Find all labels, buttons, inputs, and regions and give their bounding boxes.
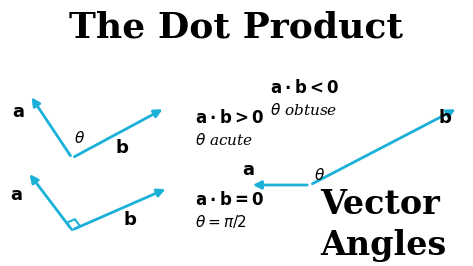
Text: $\theta$: $\theta$	[315, 167, 325, 183]
Text: $\mathbf{a \cdot b > 0}$: $\mathbf{a \cdot b > 0}$	[195, 109, 264, 127]
Text: $\mathbf{b}$: $\mathbf{b}$	[438, 109, 452, 127]
Text: $\theta$ acute: $\theta$ acute	[195, 132, 253, 148]
Text: $\mathbf{a}$: $\mathbf{a}$	[12, 103, 24, 121]
Text: $\mathbf{a \cdot b = 0}$: $\mathbf{a \cdot b = 0}$	[195, 191, 264, 209]
Text: The Dot Product: The Dot Product	[69, 11, 403, 45]
Text: Vector: Vector	[320, 189, 440, 222]
Text: $\mathbf{b}$: $\mathbf{b}$	[115, 139, 129, 157]
Text: $\mathbf{a}$: $\mathbf{a}$	[242, 161, 254, 179]
Text: $\theta = \pi/2$: $\theta = \pi/2$	[195, 214, 247, 231]
Text: $\theta$: $\theta$	[74, 130, 86, 146]
Text: $\mathbf{b}$: $\mathbf{b}$	[123, 211, 137, 229]
Text: $\mathbf{a}$: $\mathbf{a}$	[9, 186, 22, 204]
Text: Angles: Angles	[320, 228, 446, 261]
Text: $\theta$ obtuse: $\theta$ obtuse	[270, 102, 337, 118]
Text: $\mathbf{a \cdot b < 0}$: $\mathbf{a \cdot b < 0}$	[270, 79, 339, 97]
